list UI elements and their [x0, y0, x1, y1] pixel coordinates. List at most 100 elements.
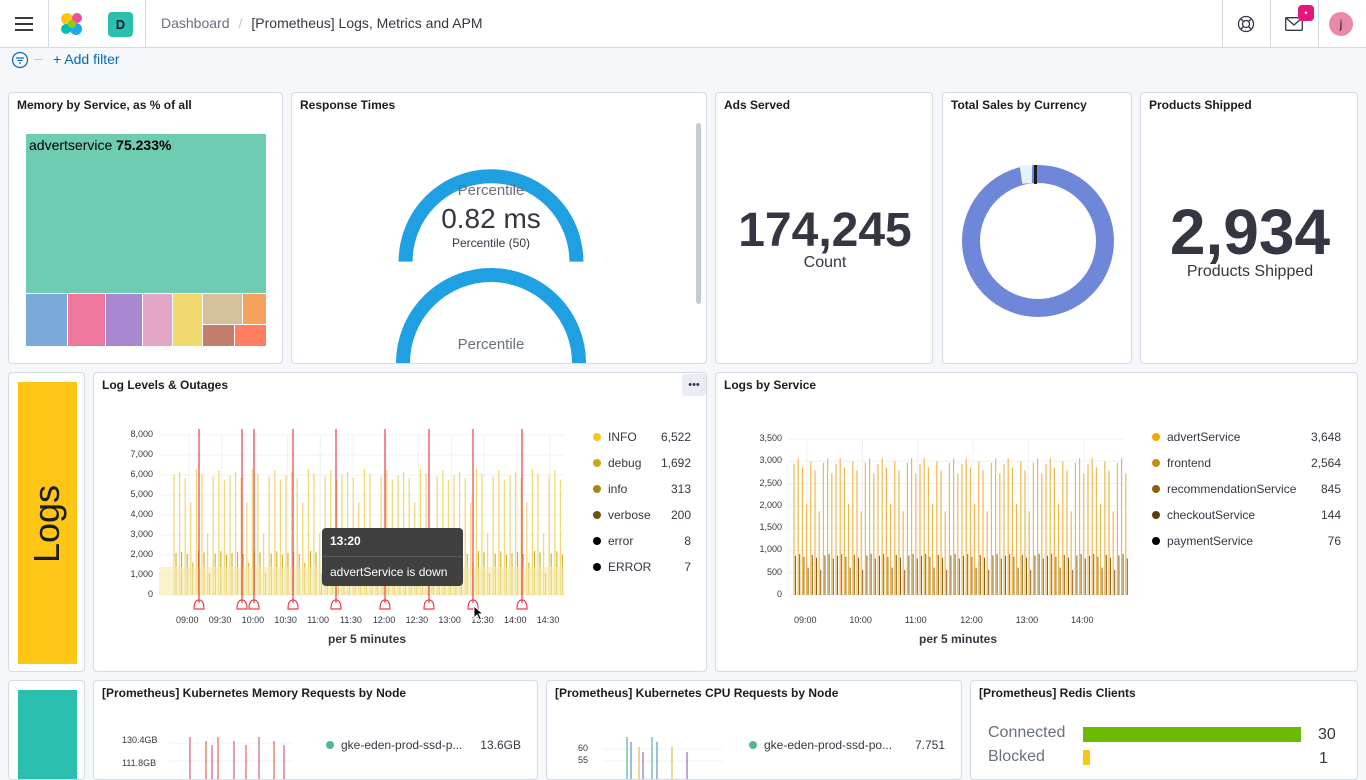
- legend-item[interactable]: info: [593, 482, 627, 496]
- panel-title: [Prometheus] Kubernetes CPU Requests by …: [555, 686, 839, 700]
- legend-item[interactable]: debug: [593, 456, 641, 470]
- x-tick-label: 09:00: [794, 615, 817, 625]
- breadcrumb-dashboard-link[interactable]: Dashboard: [161, 15, 230, 31]
- outage-bell-icon: [193, 599, 205, 610]
- legend-item[interactable]: ERROR: [593, 560, 651, 574]
- tooltip-time: 13:20: [330, 534, 361, 548]
- legend-value: 7.751: [914, 738, 945, 752]
- y-tick-label: 55: [578, 755, 589, 765]
- treemap-cell[interactable]: [203, 294, 242, 324]
- legend-dot: [1152, 433, 1160, 441]
- y-tick-label: 5,000: [130, 489, 153, 499]
- x-tick-label: 11:00: [904, 615, 927, 625]
- redis-blocked-bar[interactable]: [1083, 750, 1091, 765]
- treemap-cell[interactable]: [203, 325, 234, 346]
- treemap-cell[interactable]: [143, 294, 172, 346]
- gauge-arc-1: [398, 169, 584, 262]
- redis-connected-label: Connected: [988, 724, 1066, 741]
- gauge-2-title: Percentile: [457, 336, 525, 353]
- y-tick-label: 60: [578, 743, 589, 753]
- legend-label: ERROR: [608, 560, 652, 574]
- legend-item[interactable]: checkoutService: [1152, 508, 1255, 522]
- redis-connected-bar[interactable]: [1083, 727, 1301, 742]
- mouse-cursor-icon: [473, 605, 485, 621]
- y-tick-label: 111.8GB: [122, 758, 157, 768]
- legend-item[interactable]: INFO: [593, 430, 637, 444]
- treemap-cell[interactable]: [106, 294, 142, 346]
- legend-value: 3,648: [1310, 430, 1341, 444]
- top-navigation-bar: D Dashboard / [Prometheus] Logs, Metrics…: [0, 0, 1366, 48]
- legend-item[interactable]: gke-eden-prod-ssd-po...: [749, 738, 892, 752]
- panel-options-button[interactable]: •••: [682, 374, 706, 396]
- y-tick-label: 6,000: [130, 469, 153, 479]
- legend-item[interactable]: gke-eden-prod-ssd-p...: [326, 738, 462, 752]
- panel-title: Memory by Service, as % of all: [17, 98, 192, 112]
- legend-value: 76: [1327, 534, 1341, 548]
- treemap-cell[interactable]: [243, 294, 266, 324]
- panel-title: Response Times: [300, 98, 396, 112]
- help-icon[interactable]: [1234, 12, 1258, 36]
- legend-label: frontend: [1167, 456, 1212, 470]
- legend-item[interactable]: verbose: [593, 508, 651, 522]
- metrics-marker-bar: [18, 690, 77, 779]
- user-avatar[interactable]: j: [1329, 12, 1353, 36]
- k8s-memory-chart: [169, 737, 294, 779]
- legend-label: recommendationService: [1167, 482, 1297, 496]
- treemap-cell-advertservice[interactable]: advertservice 75.233%: [26, 134, 266, 293]
- outage-bell-icon: [236, 599, 248, 610]
- y-tick-label: 2,500: [759, 477, 782, 488]
- products-shipped-label: Products Shipped: [1186, 263, 1314, 280]
- treemap-cell[interactable]: [235, 325, 266, 346]
- legend-item[interactable]: paymentService: [1152, 534, 1253, 548]
- gauge-arc-2: [396, 268, 586, 363]
- y-tick-label: 2,000: [759, 499, 782, 510]
- y-tick-label: 0: [776, 589, 782, 599]
- ads-served-panel: Ads Served 174,245 Count: [715, 92, 933, 364]
- y-tick-label: 3,500: [759, 433, 782, 443]
- panel-scrollbar[interactable]: [696, 123, 701, 304]
- donut-slice-small[interactable]: [1019, 165, 1033, 184]
- legend-dot: [1152, 511, 1160, 519]
- elastic-logo-icon[interactable]: [58, 10, 86, 38]
- outage-bell-icon: [516, 599, 528, 610]
- redis-connected-value: 30: [1318, 726, 1336, 743]
- legend-label: gke-eden-prod-ssd-po...: [764, 738, 893, 752]
- hamburger-menu-icon[interactable]: [10, 12, 38, 36]
- ads-served-value: 174,245: [738, 204, 912, 257]
- legend-dot: [593, 537, 601, 545]
- donut-slice-main[interactable]: [962, 165, 1114, 317]
- y-tick-label: 7,000: [130, 449, 153, 459]
- x-tick-label: 12:00: [372, 615, 396, 625]
- log-levels-chart: [159, 429, 564, 610]
- legend-value: 313: [670, 482, 691, 496]
- outage-bell-icon: [248, 599, 260, 610]
- space-avatar[interactable]: D: [108, 12, 133, 37]
- y-tick-label: 1,000: [130, 569, 153, 579]
- legend-label: gke-eden-prod-ssd-p...: [341, 738, 463, 752]
- y-tick-label: 1,500: [759, 522, 782, 533]
- x-tick-label: 12:30: [405, 615, 429, 625]
- legend-item[interactable]: recommendationService: [1152, 482, 1296, 496]
- treemap-cell[interactable]: [68, 294, 105, 346]
- x-tick-label: 09:30: [208, 615, 232, 625]
- legend-item[interactable]: advertService: [1152, 430, 1240, 444]
- legend-item[interactable]: error: [593, 534, 633, 548]
- treemap-cell[interactable]: [173, 294, 202, 346]
- response-times-panel: Response Times Percentile 0.82 ms Percen…: [291, 92, 707, 364]
- legend-item[interactable]: frontend: [1152, 456, 1211, 470]
- gauge-1-value: 0.82 ms: [441, 203, 541, 234]
- k8s-memory-panel: [Prometheus] Kubernetes Memory Requests …: [93, 680, 538, 780]
- filter-icon[interactable]: [11, 51, 29, 69]
- add-filter-button[interactable]: + Add filter: [53, 51, 120, 67]
- panel-title: Logs by Service: [724, 378, 817, 392]
- legend-value: 200: [670, 508, 691, 522]
- x-tick-label: 13:30: [471, 615, 494, 625]
- y-tick-label: 500: [766, 566, 782, 577]
- treemap-cell[interactable]: [26, 294, 67, 346]
- y-tick-label: 1,000: [759, 544, 782, 555]
- legend-label: debug: [608, 456, 642, 470]
- notification-badge: •: [1298, 5, 1314, 21]
- x-tick-label: 14:00: [1071, 615, 1094, 625]
- gauge-1-title: Percentile: [457, 182, 525, 199]
- redis-blocked-label: Blocked: [988, 748, 1045, 765]
